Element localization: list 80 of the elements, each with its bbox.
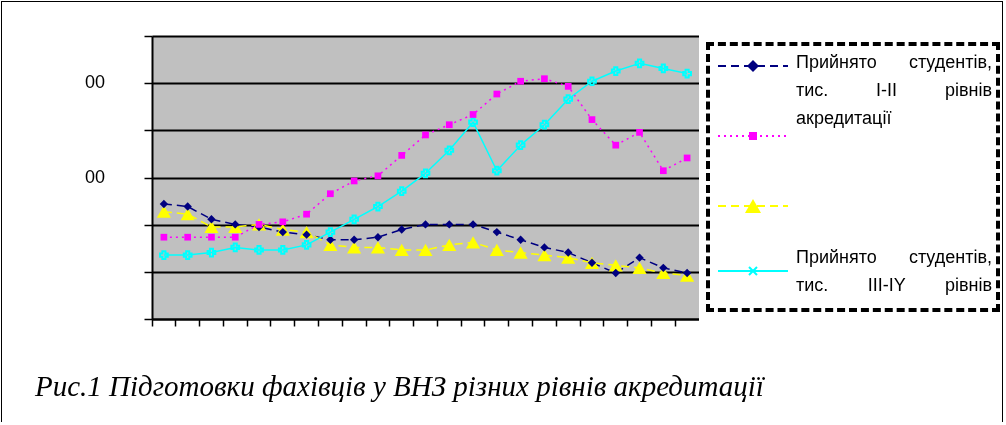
point	[588, 116, 596, 123]
point	[564, 248, 573, 257]
point	[537, 248, 552, 262]
point	[347, 241, 362, 254]
point	[465, 236, 481, 249]
point	[373, 201, 383, 212]
point	[445, 121, 453, 129]
point	[374, 172, 382, 180]
point	[635, 253, 644, 262]
point	[349, 214, 360, 225]
point	[183, 202, 192, 211]
point	[610, 66, 621, 76]
point	[658, 63, 669, 74]
text: 00	[85, 72, 106, 92]
point	[159, 199, 169, 209]
point	[539, 119, 550, 130]
point	[492, 227, 502, 237]
point	[373, 233, 383, 242]
text: Рис.1 Підготовки фахівців у ВНЗ різних рівнів акредитації	[35, 370, 764, 403]
point	[444, 145, 455, 156]
point	[421, 220, 430, 229]
point	[279, 218, 287, 226]
point	[182, 250, 193, 260]
point	[422, 131, 429, 139]
point	[515, 140, 526, 151]
point	[370, 241, 386, 254]
point	[420, 168, 431, 179]
point	[468, 220, 478, 229]
point	[231, 233, 239, 241]
point	[207, 215, 216, 224]
point	[659, 167, 667, 175]
point	[517, 77, 524, 85]
legend-label: Прийнято студентів, тис. III-IY рівнів	[796, 246, 992, 297]
point	[230, 242, 241, 253]
point	[612, 141, 620, 149]
point	[540, 243, 549, 252]
point	[516, 235, 525, 244]
point	[587, 76, 597, 87]
point	[184, 233, 192, 241]
point	[469, 111, 477, 118]
point	[489, 243, 504, 257]
point	[327, 190, 334, 198]
point	[231, 220, 240, 229]
point	[636, 129, 643, 136]
text: 00	[85, 167, 106, 187]
point	[350, 177, 358, 185]
point	[491, 165, 502, 176]
point	[159, 250, 169, 260]
point	[445, 220, 454, 229]
point	[398, 152, 406, 159]
point	[634, 58, 645, 69]
point	[468, 117, 478, 128]
point	[541, 75, 548, 83]
legend-label: Прийнято студентів, тис. I-II рівнів акредитації	[796, 51, 992, 130]
point	[204, 220, 219, 234]
point	[397, 225, 406, 234]
point	[396, 186, 407, 197]
point	[206, 247, 217, 258]
point	[564, 83, 572, 90]
point	[418, 243, 433, 257]
point	[301, 239, 312, 250]
point	[442, 238, 457, 251]
point	[277, 245, 288, 255]
point	[611, 268, 620, 278]
point	[563, 94, 574, 105]
point	[156, 205, 171, 218]
point	[303, 210, 310, 218]
point	[394, 243, 409, 257]
point	[349, 235, 359, 244]
point	[325, 227, 336, 237]
point	[160, 233, 168, 241]
point	[180, 208, 195, 221]
point	[254, 245, 264, 255]
point	[208, 233, 215, 241]
point	[632, 261, 647, 274]
point	[513, 246, 528, 259]
point	[659, 263, 668, 273]
point	[682, 268, 692, 278]
point	[682, 68, 692, 79]
point	[493, 90, 501, 98]
